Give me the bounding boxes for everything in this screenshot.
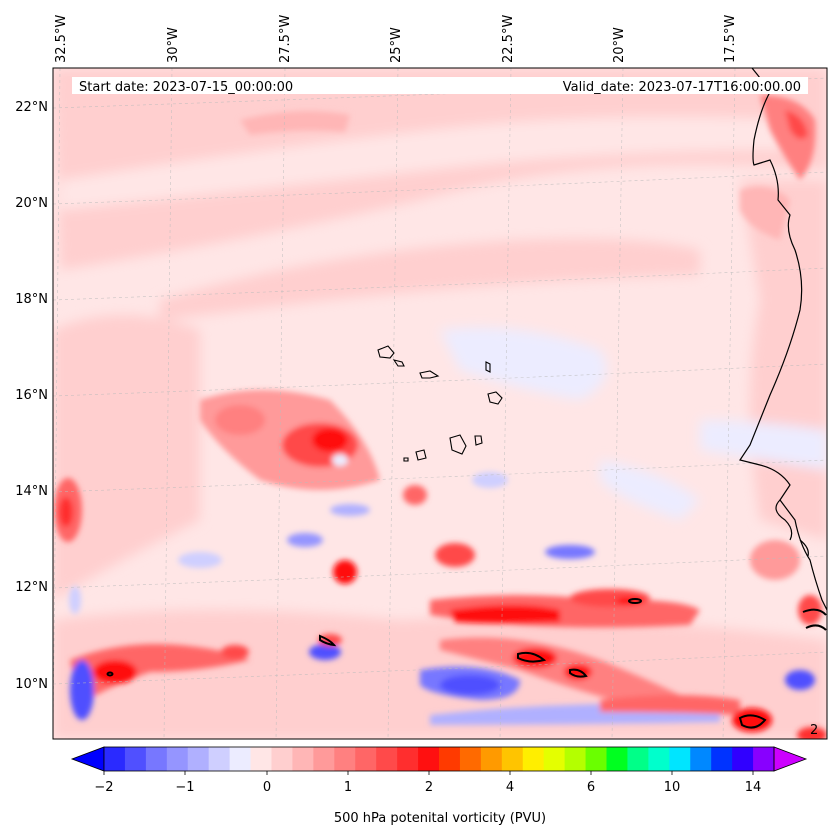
- cape-verde-islands: [377, 345, 503, 462]
- colorbar: [70, 746, 808, 775]
- lon-label-25w: 25°W: [389, 27, 404, 63]
- colorbar-swatch: [753, 747, 775, 771]
- start-date-text: Start date: 2023-07-15_00:00:00: [79, 80, 293, 95]
- colorbar-swatch: [585, 747, 607, 771]
- colorbar-swatch: [376, 747, 398, 771]
- longitude-labels: 32.5°W 30°W 27.5°W 25°W 22.5°W 20°W 17.5…: [54, 15, 738, 63]
- date-banner: [72, 77, 808, 94]
- map-plot-area: [53, 68, 827, 739]
- colorbar-swatch: [104, 747, 126, 771]
- lat-label-16n: 16°N: [15, 388, 48, 403]
- colorbar-swatch: [439, 747, 461, 771]
- colorbar-tick-label: 2: [425, 780, 433, 795]
- colorbar-swatch: [648, 747, 670, 771]
- colorbar-tick-label: −1: [175, 780, 194, 795]
- colorbar-tick-label: 1: [344, 780, 352, 795]
- colorbar-swatch: [292, 747, 314, 771]
- colorbar-tick-label: 14: [745, 780, 762, 795]
- pv-fine-features: [54, 95, 827, 739]
- colorbar-swatch: [397, 747, 419, 771]
- lat-label-22n: 22°N: [15, 100, 48, 115]
- lon-label-17-5w: 17.5°W: [723, 15, 738, 63]
- colorbar-swatch: [480, 747, 503, 771]
- lat-label-12n: 12°N: [15, 580, 48, 595]
- lon-label-27-5w: 27.5°W: [278, 15, 293, 63]
- colorbar-swatch: [543, 747, 566, 771]
- lat-label-20n: 20°N: [15, 196, 48, 211]
- colorbar-swatch: [187, 747, 210, 771]
- colorbar-swatch: [124, 747, 147, 771]
- colorbar-swatch: [711, 747, 733, 771]
- pv-contour-2: [106, 598, 827, 729]
- lat-label-10n: 10°N: [15, 677, 48, 692]
- colorbar-swatch: [669, 747, 691, 771]
- lat-label-14n: 14°N: [15, 484, 48, 499]
- colorbar-tick-label: 0: [263, 780, 271, 795]
- colorbar-swatch: [606, 747, 628, 771]
- colorbar-swatch: [690, 747, 712, 771]
- lon-label-32-5w: 32.5°W: [54, 15, 69, 63]
- colorbar-swatch: [208, 747, 231, 771]
- colorbar-swatch: [229, 747, 252, 771]
- colorbar-swatch: [459, 747, 482, 771]
- map-frame: [52, 67, 828, 740]
- colorbar-swatch: [732, 747, 754, 771]
- colorbar-extend-max: [773, 746, 808, 772]
- colorbar-tick-label: −2: [94, 780, 113, 795]
- lon-label-22-5w: 22.5°W: [501, 15, 516, 63]
- lon-label-20w: 20°W: [612, 27, 627, 63]
- colorbar-tick-label: 6: [587, 780, 595, 795]
- colorbar-swatch: [313, 747, 335, 771]
- coastline-africa: [739, 68, 827, 611]
- colorbar-swatch: [522, 747, 545, 771]
- gridlines: [53, 68, 827, 739]
- colorbar-swatch: [418, 747, 440, 771]
- colorbar-tick-label: 4: [506, 780, 514, 795]
- colorbar-swatch: [271, 747, 293, 771]
- colorbar-outline: [103, 746, 775, 772]
- colorbar-swatch: [250, 747, 272, 771]
- colorbar-swatch: [334, 747, 356, 771]
- colorbar-swatch: [564, 747, 587, 771]
- contour-label: 2: [810, 723, 818, 738]
- lon-label-30w: 30°W: [166, 27, 181, 63]
- lat-label-18n: 18°N: [15, 292, 48, 307]
- colorbar-swatch: [501, 747, 524, 771]
- colorbar-swatch: [166, 747, 189, 771]
- colorbar-swatch: [627, 747, 649, 771]
- valid-date-text: Valid_date: 2023-07-17T16:00:00.00: [563, 80, 801, 95]
- colorbar-swatch: [355, 747, 377, 771]
- colorbar-label: 500 hPa potenital vorticity (PVU): [334, 811, 546, 826]
- colorbar-tick-label: 10: [664, 780, 681, 795]
- latitude-labels: 22°N 20°N 18°N 16°N 14°N 12°N 10°N: [15, 100, 48, 692]
- colorbar-swatch: [145, 747, 168, 771]
- colorbar-ticks: −2 −1 0 1 2 4 6 10 14: [94, 780, 761, 795]
- colorbar-extend-min: [70, 746, 105, 772]
